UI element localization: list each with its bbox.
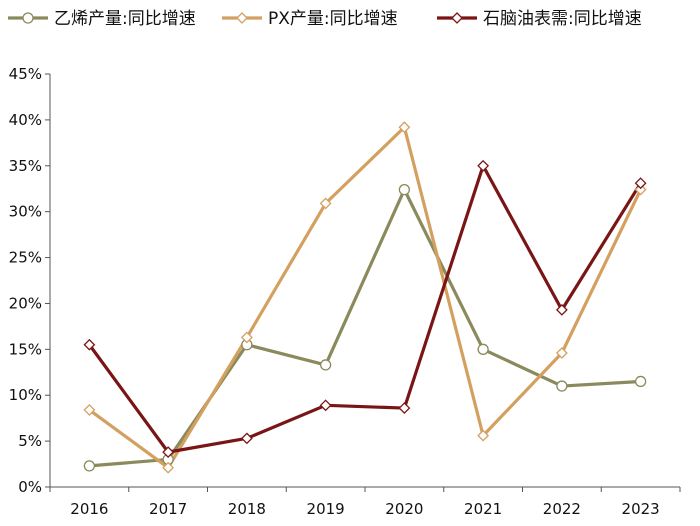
data-point-series-1 [477, 343, 489, 355]
data-point-series-3 [162, 446, 175, 459]
y-tick-label: 5% [18, 432, 42, 450]
series-line-1 [89, 188, 641, 468]
data-point-series-2 [634, 183, 647, 196]
y-tick-label: 20% [9, 294, 42, 312]
x-tick-label: 2022 [543, 500, 581, 518]
y-tick-label: 10% [9, 386, 42, 404]
y-tick-label: 0% [18, 478, 42, 496]
data-point-series-2 [319, 197, 332, 210]
y-tick-label: 25% [9, 249, 42, 267]
legend-marker-1 [22, 12, 34, 24]
data-point-series-3 [634, 177, 647, 190]
series-markers [83, 121, 647, 474]
data-point-series-3 [319, 399, 332, 412]
data-point-series-2 [83, 403, 96, 416]
x-tick-label: 2017 [149, 500, 187, 518]
data-point-series-1 [556, 380, 568, 392]
data-point-series-1 [83, 460, 96, 472]
x-tick-label: 2019 [307, 500, 345, 518]
data-point-series-3 [555, 303, 568, 316]
legend-marker-3 [451, 12, 463, 24]
legend: 乙烯产量:同比增速 PX产量:同比增速 石脑油表需:同比增速 [8, 9, 642, 29]
legend-label-1: 乙烯产量:同比增速 [54, 9, 196, 29]
x-tick-label: 2020 [385, 500, 423, 518]
data-point-series-1 [319, 359, 332, 371]
data-point-series-2 [477, 429, 490, 442]
data-point-series-2 [162, 461, 175, 474]
legend-label-2: PX产量:同比增速 [268, 9, 398, 29]
data-point-series-2 [240, 331, 253, 344]
x-tick-label: 2021 [464, 500, 502, 518]
series-lines [88, 125, 643, 470]
x-axis: 2016 2017 2018 2019 2020 2021 2022 2023 [49, 486, 681, 518]
data-point-series-1 [398, 183, 411, 196]
series-line-3 [88, 164, 642, 454]
data-point-series-2 [555, 347, 568, 359]
x-tick-label: 2023 [622, 500, 660, 518]
legend-marker-2 [236, 12, 248, 24]
series-line-2 [88, 125, 643, 470]
x-tick-label: 2016 [70, 500, 108, 518]
data-point-series-1 [634, 375, 647, 388]
data-point-series-3 [83, 338, 96, 351]
y-tick-label: 45% [9, 65, 42, 83]
data-point-series-2 [398, 121, 411, 134]
y-axis: 0% 5% 10% 15% 20% 25% 30% 35% 40% 45% [9, 65, 51, 496]
y-tick-label: 40% [9, 111, 42, 129]
y-tick-label: 15% [9, 340, 42, 358]
data-point-series-3 [477, 159, 490, 172]
legend-label-3: 石脑油表需:同比增速 [483, 9, 642, 29]
y-tick-label: 30% [9, 203, 42, 221]
y-tick-label: 35% [9, 157, 42, 175]
data-point-series-3 [398, 402, 411, 414]
x-tick-label: 2018 [228, 500, 266, 518]
data-point-series-3 [240, 432, 253, 445]
